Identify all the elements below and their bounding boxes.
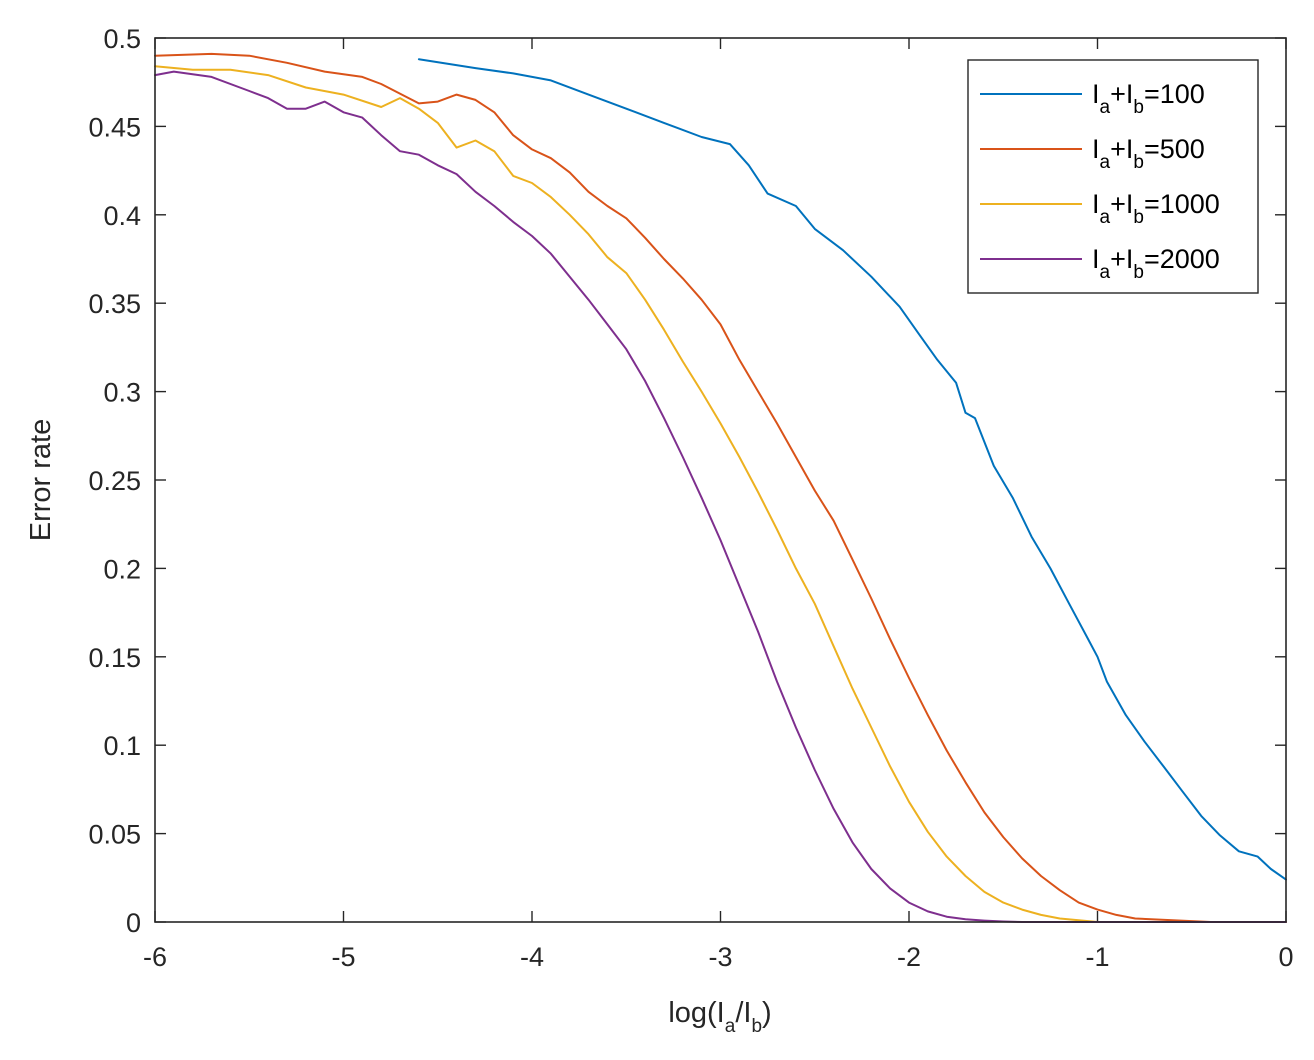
series-line-1 [417,58,1287,881]
legend-label-2: Ia+Ib=500 [1092,134,1205,173]
y-tick-label: 0.25 [88,466,141,496]
legend-label-1: Ia+Ib=100 [1092,79,1205,118]
y-tick-label: 0.4 [103,201,141,231]
y-tick-label: 0.5 [103,24,141,54]
y-axis-label: Error rate [25,419,57,541]
series-line-3 [154,65,1287,923]
x-tick-label: -2 [897,942,921,972]
legend: Ia+Ib=100 Ia+Ib=500 Ia+Ib=1000 Ia+Ib=2000 [967,59,1259,294]
x-tick-label: -3 [708,942,732,972]
plot-area-frame [154,37,1287,923]
x-tick-label: -6 [143,942,167,972]
legend-box [967,59,1259,294]
series-lines [154,52,1287,923]
y-tick-label: 0.1 [103,731,141,761]
tick-labels: -6 -5 -4 -3 -2 -1 0 0 0.05 0.1 0.15 0.2 0.25 0.3 0.35 0… [88,24,1293,972]
y-tick-label: 0.2 [103,554,141,584]
x-tick-label: -1 [1085,942,1109,972]
series-line-4 [154,70,1287,923]
legend-label-3: Ia+Ib=1000 [1092,189,1220,228]
y-tick-label: 0.3 [103,378,141,408]
x-tick-label: -5 [331,942,355,972]
y-tick-label: 0.15 [88,643,141,673]
y-tick-label: 0.45 [88,112,141,142]
y-tick-label: 0.05 [88,820,141,850]
y-tick-label: 0.35 [88,289,141,319]
legend-label-4: Ia+Ib=2000 [1092,244,1220,283]
x-tick-label: -4 [520,942,544,972]
y-tick-label: 0 [126,908,141,938]
series-line-2 [154,52,1287,923]
x-tick-label: 0 [1278,942,1293,972]
x-axis-label: log(Ia/Ib) [668,997,771,1037]
